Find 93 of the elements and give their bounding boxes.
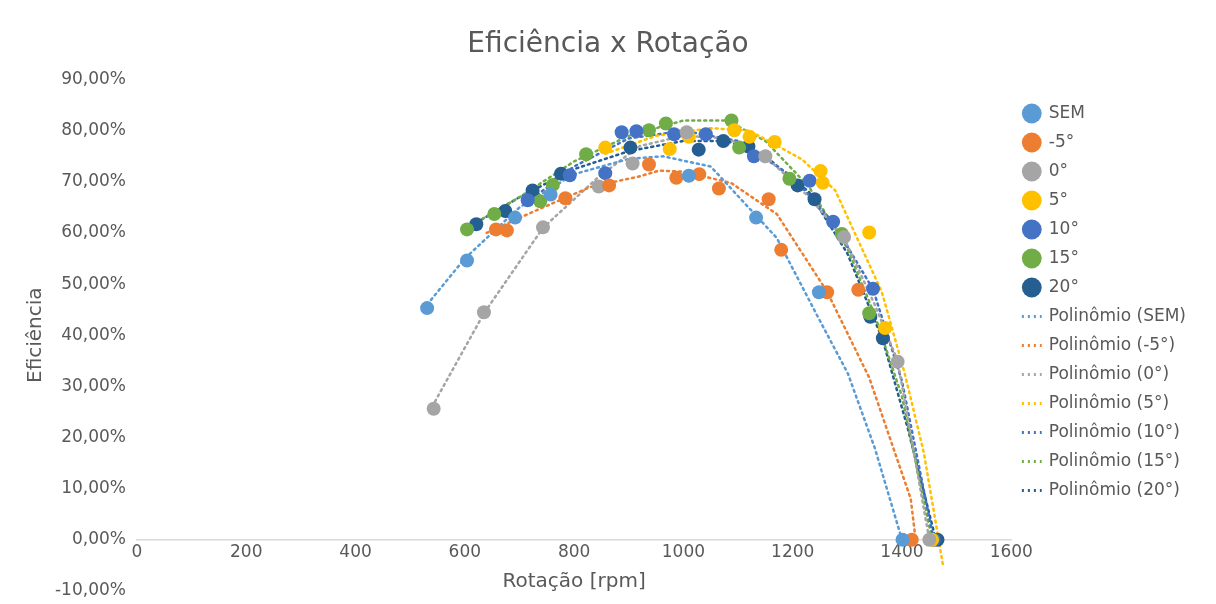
point <box>691 142 706 157</box>
point <box>558 191 573 206</box>
point <box>742 129 757 144</box>
point <box>878 321 893 336</box>
point <box>508 210 523 225</box>
legend-label: 10° <box>1048 217 1079 238</box>
legend-label: Polinômio (-5°) <box>1048 333 1176 354</box>
x-tick-label: 600 <box>448 541 482 562</box>
legend-label: 5° <box>1048 188 1069 209</box>
point <box>520 193 535 208</box>
point <box>727 123 742 138</box>
point <box>623 140 638 155</box>
point <box>614 125 629 140</box>
point <box>658 116 673 131</box>
legend-label: Polinômio (15°) <box>1048 449 1180 470</box>
x-axis-title: Rotação [rpm] <box>502 568 646 593</box>
legend-label: Polinômio (10°) <box>1048 420 1180 441</box>
point <box>487 207 502 222</box>
legend-label: 20° <box>1048 275 1079 296</box>
legend-label: Polinômio (20°) <box>1048 478 1180 499</box>
point <box>746 149 761 164</box>
point <box>533 194 548 209</box>
point <box>426 401 441 416</box>
point <box>460 222 475 237</box>
legend-label: -5° <box>1048 130 1075 151</box>
point <box>641 157 656 172</box>
point <box>802 173 817 188</box>
x-tick-label: 200 <box>230 541 263 562</box>
point <box>815 175 830 190</box>
point <box>460 253 475 268</box>
x-tick-label: 400 <box>339 541 372 562</box>
legend-label: Polinômio (SEM) <box>1048 304 1187 325</box>
point <box>662 142 677 157</box>
point <box>625 156 640 171</box>
y-tick-label: 90,00% <box>61 68 126 89</box>
legend-label: 15° <box>1048 246 1079 267</box>
x-tick-label: 1600 <box>989 541 1033 562</box>
y-tick-label: 10,00% <box>61 476 126 497</box>
point <box>758 149 773 164</box>
point <box>499 223 514 238</box>
point <box>598 140 613 155</box>
point <box>629 124 644 139</box>
x-tick-label: 1200 <box>771 541 815 562</box>
point <box>807 192 822 207</box>
point <box>641 123 656 138</box>
y-tick-label: -10,00% <box>54 579 126 600</box>
point <box>813 164 828 179</box>
point <box>732 140 747 155</box>
point <box>826 214 841 229</box>
chart-title: Eficiência x Rotação <box>467 26 749 60</box>
legend-label: 0° <box>1048 159 1069 180</box>
point <box>767 134 782 149</box>
point <box>602 178 617 193</box>
point <box>535 220 550 235</box>
legend-label: Polinômio (0°) <box>1048 362 1170 383</box>
y-tick-label: 80,00% <box>61 119 126 140</box>
point <box>579 147 594 162</box>
y-tick-label: 0,00% <box>71 528 126 549</box>
y-tick-label: 50,00% <box>61 272 126 293</box>
point <box>716 133 731 148</box>
point <box>679 125 694 140</box>
x-tick-label: 0 <box>131 541 143 562</box>
point <box>681 168 696 183</box>
x-tick-label: 800 <box>557 541 591 562</box>
legend-label: Polinômio (5°) <box>1048 391 1170 412</box>
point <box>667 127 682 142</box>
point <box>598 166 613 181</box>
point <box>669 170 684 185</box>
point <box>543 187 558 202</box>
point <box>711 181 726 196</box>
point <box>862 225 877 240</box>
y-tick-label: 20,00% <box>61 425 126 446</box>
point <box>890 354 905 369</box>
y-tick-label: 40,00% <box>61 323 126 344</box>
point <box>782 171 797 186</box>
point <box>837 230 852 245</box>
point <box>749 210 764 225</box>
y-tick-label: 60,00% <box>61 221 126 242</box>
point <box>866 281 881 296</box>
y-axis-title: Eficiência <box>22 287 47 383</box>
point <box>420 301 435 316</box>
point <box>476 305 491 320</box>
point <box>698 127 713 142</box>
point <box>851 282 866 297</box>
point <box>761 192 776 207</box>
y-tick-label: 70,00% <box>61 170 126 191</box>
x-tick-label: 1000 <box>661 541 706 562</box>
legend-label: SEM <box>1048 101 1085 122</box>
point <box>774 242 789 257</box>
y-tick-label: 30,00% <box>61 374 126 395</box>
x-tick-label: 1400 <box>880 541 924 562</box>
point <box>562 168 577 183</box>
point <box>811 285 826 300</box>
